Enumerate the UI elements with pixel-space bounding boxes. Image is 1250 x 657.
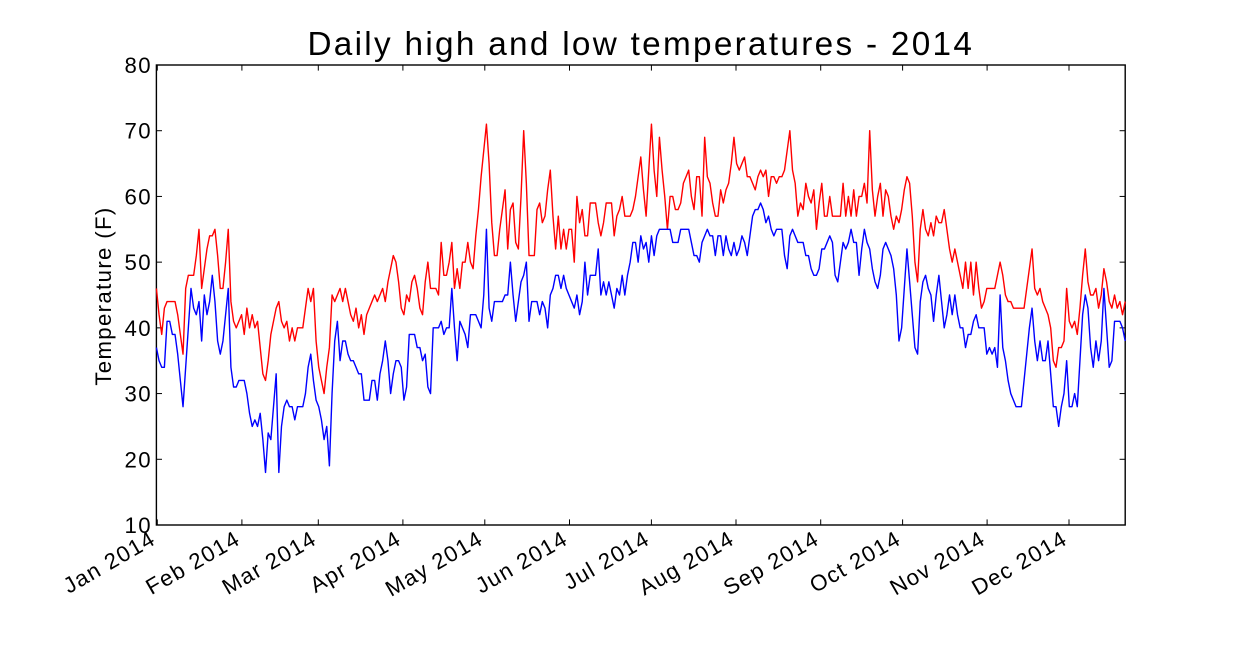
svg-text:30: 30: [125, 382, 152, 407]
svg-text:70: 70: [125, 119, 152, 144]
svg-text:Daily high and low temperature: Daily high and low temperatures - 2014: [307, 26, 974, 63]
svg-text:50: 50: [125, 250, 152, 275]
svg-text:Temperature (F): Temperature (F): [91, 206, 116, 385]
svg-text:40: 40: [125, 316, 152, 341]
svg-text:20: 20: [125, 447, 152, 472]
svg-text:80: 80: [125, 53, 152, 78]
svg-text:10: 10: [125, 513, 152, 538]
svg-text:60: 60: [125, 184, 152, 209]
